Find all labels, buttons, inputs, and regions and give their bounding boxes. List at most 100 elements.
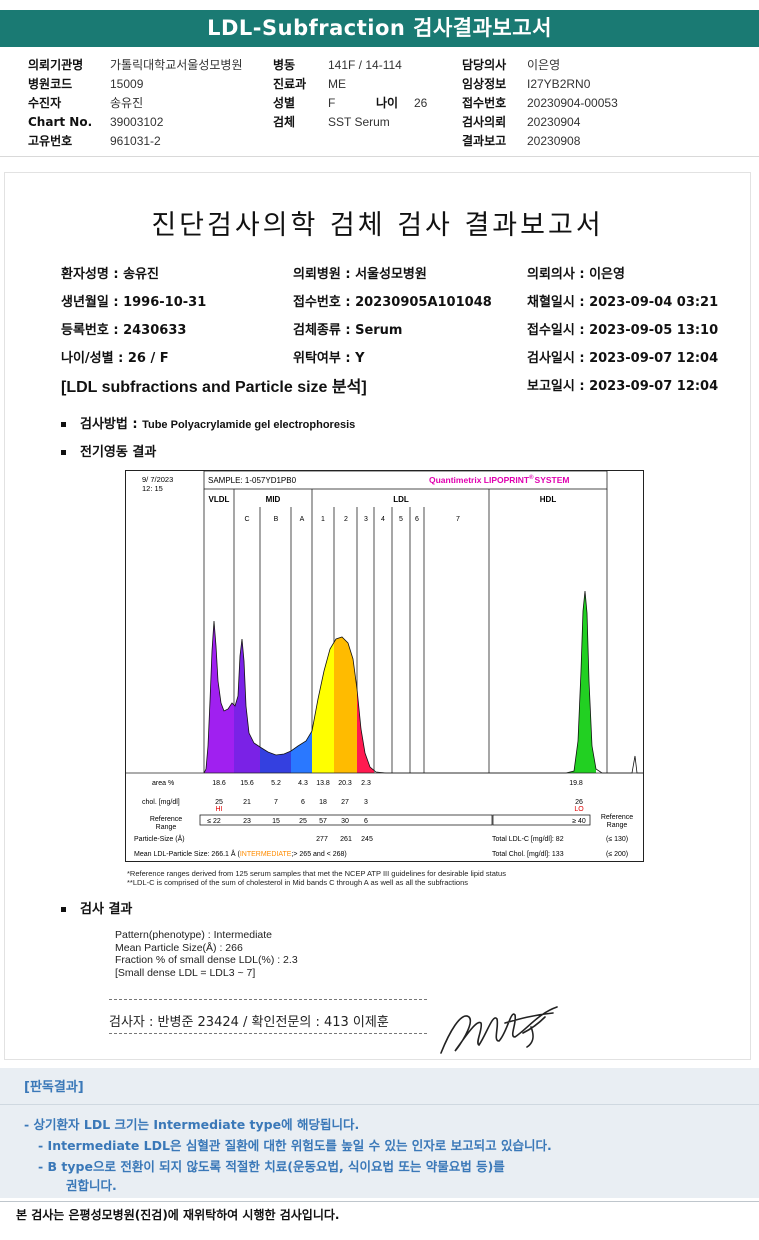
header-value: 이은영	[527, 58, 561, 72]
fraction-lines	[203, 489, 608, 773]
header-value: 141F / 14-114	[328, 58, 402, 72]
fill-ldl-2	[334, 591, 357, 773]
ref-value: 30	[341, 818, 349, 825]
result-block: Pattern(phenotype) : Intermediate Mean P…	[115, 929, 298, 979]
row-area-label: area %	[152, 780, 174, 787]
band-label: 6	[415, 516, 419, 523]
ref-value: ≤ 22	[207, 818, 221, 825]
brand-suffix: SYSTEM	[535, 475, 570, 485]
info-hospital: 의뢰병원 : 서울성모병원	[293, 267, 427, 282]
band-label: 4	[381, 516, 385, 523]
chart-svg: 9/ 7/2023 12: 15 SAMPLE: 1-057YD1PB0 Qua…	[126, 471, 643, 858]
chol-value: 26	[575, 799, 583, 806]
method-line: 검사방법 : Tube Polyacrylamide gel electroph…	[61, 413, 355, 432]
ref-values: ≤ 22 23 15 25 57 30 6 ≥ 40 Reference Ran…	[207, 814, 633, 829]
group-vldl: VLDL	[209, 495, 230, 504]
peak-fills	[204, 591, 596, 773]
ref-hdl-value: ≥ 40	[572, 818, 586, 825]
area-value: 13.8	[316, 780, 330, 787]
signature-image	[440, 1006, 558, 1054]
signature-stroke	[440, 1006, 558, 1054]
band-label: 3	[364, 516, 368, 523]
header-label: 의뢰기관명	[28, 58, 84, 72]
total-ldl-ref: (≤ 130)	[606, 836, 628, 843]
chol-value: 25	[215, 799, 223, 806]
header-value: 26	[414, 96, 428, 110]
footer-note: 본 검사는 은평성모병원(진검)에 재위탁하여 시행한 검사입니다.	[16, 1208, 340, 1222]
header-col-2: 병동 141F / 14-114 진료과 ME 성별 F 나이 26 검체 SST Seru…	[273, 56, 427, 132]
info-birth: 생년월일 : 1996-10-31	[61, 295, 207, 310]
group-ldl: LDL	[393, 495, 409, 504]
report-title: 진단검사의학 검체 검사 결과보고서	[151, 210, 604, 241]
area-values: 18.6 15.6 5.2 4.3 13.8 20.3 2.3 19.8	[212, 780, 583, 787]
particle-size: 245	[361, 836, 373, 843]
header-label: Chart No.	[28, 115, 93, 129]
chol-value: 3	[364, 799, 368, 806]
area-value: 4.3	[298, 780, 308, 787]
peak-outline	[203, 590, 643, 774]
header-value: 20230904-00053	[527, 96, 618, 110]
header-col-3: 담당의사 이은영 임상정보 I27YB2RN0 접수번호 20230904-00053…	[462, 56, 618, 151]
ref-right-label: Reference	[601, 814, 633, 821]
chart-notes: *Reference ranges derived from 125 serum…	[127, 869, 506, 887]
group-mid: MID	[266, 495, 281, 504]
header-value: 961031-2	[110, 134, 161, 148]
reading-line: - B type으로 전환이 되지 않도록 적절한 치료(운동요법, 식이요법 …	[38, 1159, 505, 1174]
total-ldl: Total LDL-C [mg/dl]: 82	[492, 836, 564, 843]
ref-value: 6	[364, 818, 368, 825]
reading-line: - Intermediate LDL은 심혈관 질환에 대한 위험도를 높일 수…	[38, 1138, 552, 1153]
particle-size: 261	[340, 836, 352, 843]
page-title: LDL-Subfraction 검사결과보고서	[0, 10, 759, 47]
sample-box	[203, 471, 608, 490]
result-heading: 검사 결과	[61, 898, 132, 917]
header-value: ME	[328, 77, 346, 91]
brand-name: Quantimetrix LIPOPRINT	[429, 475, 530, 485]
group-hdl: HDL	[540, 495, 557, 504]
area-value: 20.3	[338, 780, 352, 787]
electrophoresis-chart: 9/ 7/2023 12: 15 SAMPLE: 1-057YD1PB0 Qua…	[125, 470, 644, 862]
ref-value: 25	[299, 818, 307, 825]
result-label: 검사 결과	[80, 902, 133, 917]
chol-value: 21	[243, 799, 251, 806]
area-value: 18.6	[212, 780, 226, 787]
bullet-icon	[61, 907, 66, 912]
header-value: 20230904	[527, 115, 581, 129]
info-receipt-time: 접수일시 : 2023-09-05 13:10	[527, 323, 719, 338]
area-value: 2.3	[361, 780, 371, 787]
band-label: 7	[456, 516, 460, 523]
total-chol-ref: (≤ 200)	[606, 851, 628, 858]
header-value: I27YB2RN0	[527, 77, 591, 91]
row-ref-label: Range	[156, 824, 177, 831]
chol-value: 27	[341, 799, 349, 806]
ref-box-right	[492, 814, 591, 826]
info-name: 환자성명 : 송유진	[61, 267, 159, 282]
ref-right-label: Range	[607, 822, 628, 829]
header-value: 송유진	[110, 96, 144, 110]
header-label: 병원코드	[28, 77, 73, 91]
fill-ldl-3	[357, 591, 374, 773]
area-value: 15.6	[240, 780, 254, 787]
mean-size-category: INTERMEDIATE	[240, 851, 292, 858]
reading-panel: [판독결과] - 상기환자 LDL 크기는 Intermediate type에…	[0, 1068, 759, 1198]
info-draw-time: 채혈일시 : 2023-09-04 03:21	[527, 295, 719, 310]
electro-label: 전기영동 결과	[80, 445, 157, 460]
header-label: 병동	[273, 58, 296, 72]
header-label: 검사의뢰	[462, 115, 507, 129]
header-label: 고유번호	[28, 134, 73, 148]
band-label: B	[274, 516, 279, 523]
header-label: 진료과	[273, 77, 307, 91]
info-receipt: 접수번호 : 20230905A101048	[293, 295, 492, 310]
flag-lo: LO	[574, 806, 584, 813]
header-value: F	[328, 96, 336, 110]
reading-title: [판독결과]	[24, 1080, 84, 1095]
reading-divider	[0, 1104, 759, 1105]
chol-value: 6	[301, 799, 305, 806]
band-label: C	[244, 516, 249, 523]
chart-date: 9/ 7/2023	[142, 475, 173, 484]
data-table: area % chol. [mg/dl] Reference Range 18.…	[134, 780, 633, 858]
chart-sample: SAMPLE: 1-057YD1PB0	[208, 476, 297, 485]
electro-line: 전기영동 결과	[61, 441, 156, 460]
signer-line: 검사자 : 반병준 23424 / 확인전문의 : 413 이제훈	[109, 1015, 389, 1030]
header-value: 20230908	[527, 134, 581, 148]
header-label: 성별	[273, 96, 296, 110]
